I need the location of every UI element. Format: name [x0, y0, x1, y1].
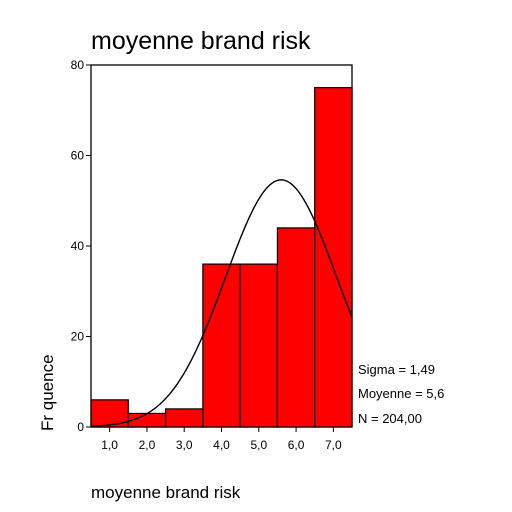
stat-n: N = 204,00 [358, 411, 422, 426]
y-tick-label: 80 [71, 58, 85, 72]
stat-sigma: Sigma = 1,49 [358, 362, 435, 377]
y-axis-ticks: 0 20 40 60 80 [71, 58, 91, 434]
x-tick-label: 1,0 [101, 438, 118, 452]
y-tick-label: 20 [71, 330, 85, 344]
x-tick-label: 5,0 [250, 438, 267, 452]
stat-mean: Moyenne = 5,6 [358, 386, 444, 401]
x-tick-label: 4,0 [213, 438, 230, 452]
chart-title: moyenne brand risk [91, 27, 311, 55]
x-axis-label: moyenne brand risk [91, 483, 241, 502]
x-axis-ticks: 1,0 2,0 3,0 4,0 5,0 6,0 7,0 [101, 427, 342, 452]
y-axis-label: Fr quence [38, 354, 57, 431]
histogram-bar [276, 227, 316, 428]
histogram-bar [314, 87, 353, 428]
x-tick-label: 6,0 [288, 438, 305, 452]
x-tick-label: 3,0 [176, 438, 193, 452]
histogram-bar [202, 263, 241, 428]
x-tick-label: 2,0 [139, 438, 156, 452]
histogram-bar [164, 408, 204, 428]
y-tick-label: 0 [77, 420, 84, 434]
x-tick-label: 7,0 [325, 438, 342, 452]
bars-group [90, 87, 353, 428]
normal-curve [90, 179, 353, 427]
y-tick-label: 40 [71, 239, 85, 253]
histogram-bar [239, 263, 279, 428]
y-tick-label: 60 [71, 149, 85, 163]
